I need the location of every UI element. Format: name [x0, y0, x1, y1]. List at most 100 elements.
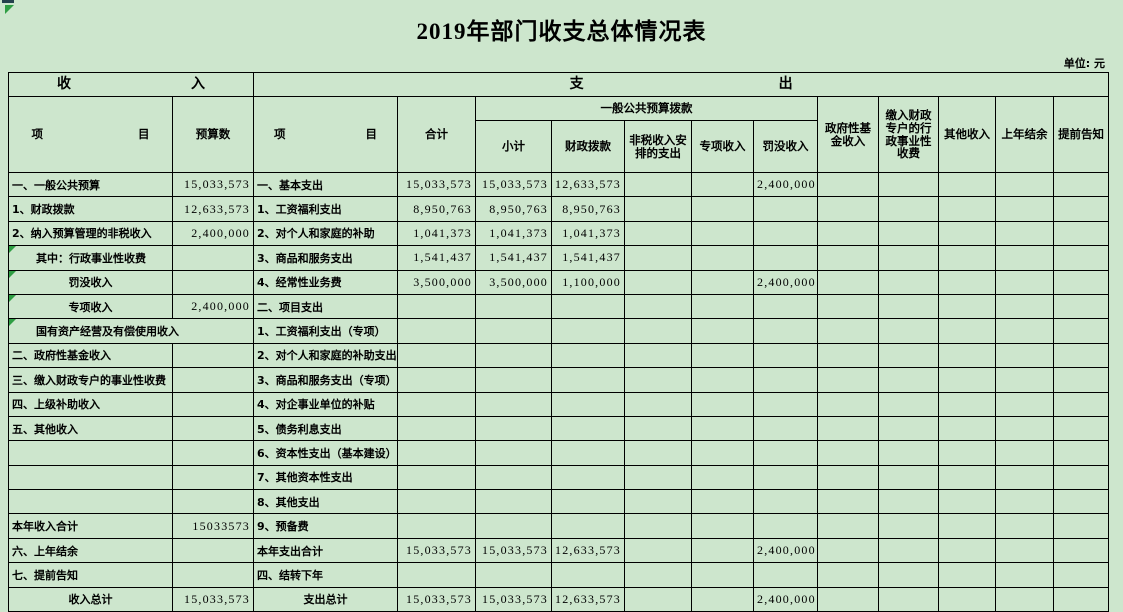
expense-special-cell[interactable]	[691, 245, 754, 271]
notice-cell[interactable]	[1052, 562, 1110, 588]
other-income-cell[interactable]	[938, 440, 996, 466]
expense-item-cell[interactable]: 4、经常性业务费	[253, 269, 398, 295]
expense-nontax-cell[interactable]	[624, 245, 692, 271]
expense-total-cell[interactable]: 15,033,573	[397, 586, 476, 612]
notice-cell[interactable]	[1052, 489, 1110, 515]
fiscal-fees-cell[interactable]	[878, 440, 939, 466]
expense-item-cell[interactable]: 2、对个人和家庭的补助	[253, 220, 398, 247]
expense-total-cell[interactable]	[397, 415, 476, 442]
income-item-cell[interactable]: 七、提前告知	[8, 562, 173, 588]
income-budget-cell[interactable]: 15,033,573	[172, 586, 254, 612]
expense-item-cell[interactable]: 二、项目支出	[253, 293, 398, 320]
expense-special-cell[interactable]	[691, 440, 754, 466]
expense-item-cell[interactable]: 一、基本支出	[253, 171, 398, 198]
prev-balance-cell[interactable]	[995, 293, 1054, 320]
expense-special-cell[interactable]	[691, 196, 754, 222]
income-item-cell[interactable]	[8, 440, 173, 466]
expense-penalty-cell[interactable]	[753, 196, 818, 222]
expense-nontax-cell[interactable]	[624, 562, 692, 588]
expense-total-cell[interactable]	[397, 342, 476, 369]
fiscal-fees-cell[interactable]	[878, 415, 939, 442]
expense-fiscal-cell[interactable]: 12,633,573	[551, 586, 625, 612]
header-income-section[interactable]: 收 入	[8, 72, 254, 97]
gov-fund-cell[interactable]	[817, 293, 879, 320]
expense-fiscal-cell[interactable]	[551, 293, 625, 320]
fiscal-fees-cell[interactable]	[878, 318, 939, 344]
income-budget-cell[interactable]	[172, 562, 254, 588]
prev-balance-cell[interactable]	[995, 562, 1054, 588]
fiscal-fees-cell[interactable]	[878, 293, 939, 320]
other-income-cell[interactable]	[938, 293, 996, 320]
income-budget-cell[interactable]	[172, 367, 254, 393]
expense-item-cell[interactable]: 9、预备费	[253, 513, 398, 539]
income-item-cell[interactable]: 六、上年结余	[8, 537, 173, 564]
expense-penalty-cell[interactable]: 2,400,000	[753, 269, 818, 295]
notice-cell[interactable]	[1052, 367, 1110, 393]
income-budget-cell[interactable]	[172, 415, 254, 442]
prev-balance-cell[interactable]	[995, 537, 1054, 564]
income-budget-cell[interactable]	[172, 464, 254, 491]
expense-special-cell[interactable]	[691, 464, 754, 491]
expense-subtotal-cell[interactable]	[475, 391, 552, 417]
expense-total-cell[interactable]	[397, 367, 476, 393]
notice-cell[interactable]	[1052, 464, 1110, 491]
prev-balance-cell[interactable]	[995, 464, 1054, 491]
expense-nontax-cell[interactable]	[624, 586, 692, 612]
expense-nontax-cell[interactable]	[624, 171, 692, 198]
income-budget-cell[interactable]: 2,400,000	[172, 293, 254, 320]
header-subtotal[interactable]: 小计	[475, 120, 552, 173]
gov-fund-cell[interactable]	[817, 245, 879, 271]
expense-subtotal-cell[interactable]: 1,541,437	[475, 245, 552, 271]
prev-balance-cell[interactable]	[995, 586, 1054, 612]
expense-subtotal-cell[interactable]	[475, 342, 552, 369]
prev-balance-cell[interactable]	[995, 489, 1054, 515]
income-budget-cell[interactable]	[172, 342, 254, 369]
other-income-cell[interactable]	[938, 171, 996, 198]
prev-balance-cell[interactable]	[995, 245, 1054, 271]
expense-fiscal-cell[interactable]	[551, 440, 625, 466]
income-item-cell[interactable]: 专项收入	[8, 293, 173, 320]
expense-nontax-cell[interactable]	[624, 196, 692, 222]
expense-fiscal-cell[interactable]	[551, 513, 625, 539]
expense-nontax-cell[interactable]	[624, 513, 692, 539]
expense-fiscal-cell[interactable]: 12,633,573	[551, 537, 625, 564]
notice-cell[interactable]	[1052, 269, 1110, 295]
expense-nontax-cell[interactable]	[624, 415, 692, 442]
expense-total-cell[interactable]	[397, 293, 476, 320]
expense-special-cell[interactable]	[691, 171, 754, 198]
other-income-cell[interactable]	[938, 586, 996, 612]
income-budget-cell[interactable]	[172, 269, 254, 295]
income-item-cell[interactable]: 国有资产经营及有偿使用收入	[8, 318, 254, 344]
expense-total-cell[interactable]: 15,033,573	[397, 171, 476, 198]
expense-penalty-cell[interactable]: 2,400,000	[753, 171, 818, 198]
header-budget[interactable]: 预算数	[172, 96, 254, 173]
expense-penalty-cell[interactable]: 2,400,000	[753, 537, 818, 564]
prev-balance-cell[interactable]	[995, 513, 1054, 539]
expense-item-cell[interactable]: 四、结转下年	[253, 562, 398, 588]
expense-total-cell[interactable]	[397, 464, 476, 491]
fiscal-fees-cell[interactable]	[878, 269, 939, 295]
expense-total-cell[interactable]	[397, 489, 476, 515]
expense-special-cell[interactable]	[691, 513, 754, 539]
other-income-cell[interactable]	[938, 513, 996, 539]
income-item-cell[interactable]: 收入总计	[8, 586, 173, 612]
expense-penalty-cell[interactable]	[753, 464, 818, 491]
expense-subtotal-cell[interactable]	[475, 318, 552, 344]
expense-nontax-cell[interactable]	[624, 293, 692, 320]
expense-nontax-cell[interactable]	[624, 391, 692, 417]
expense-special-cell[interactable]	[691, 537, 754, 564]
gov-fund-cell[interactable]	[817, 464, 879, 491]
header-prev-balance[interactable]: 上年结余	[995, 96, 1054, 173]
expense-item-cell[interactable]: 2、对个人和家庭的补助支出	[253, 342, 398, 369]
income-item-cell[interactable]: 其中：行政事业性收费	[8, 245, 173, 271]
notice-cell[interactable]	[1052, 440, 1110, 466]
expense-subtotal-cell[interactable]: 3,500,000	[475, 269, 552, 295]
other-income-cell[interactable]	[938, 489, 996, 515]
income-item-cell[interactable]: 二、政府性基金收入	[8, 342, 173, 369]
header-notice[interactable]: 提前告知	[1052, 96, 1110, 173]
expense-penalty-cell[interactable]	[753, 391, 818, 417]
other-income-cell[interactable]	[938, 318, 996, 344]
prev-balance-cell[interactable]	[995, 415, 1054, 442]
gov-fund-cell[interactable]	[817, 171, 879, 198]
header-fiscal[interactable]: 财政拨款	[551, 120, 625, 173]
